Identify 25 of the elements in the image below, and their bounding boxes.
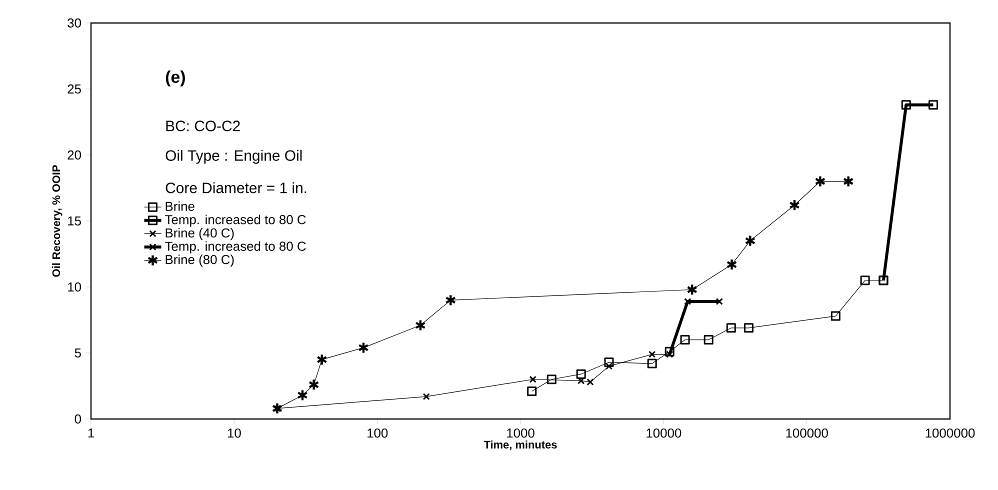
y-tick-label: 10 [68, 282, 82, 292]
y-tick-label: 15 [68, 216, 81, 226]
legend-label: Brine (80 C) [166, 254, 234, 267]
x-tick-label: 1000 [507, 428, 534, 438]
x-axis-title: Time, minutes [484, 440, 557, 450]
y-tick-label: 0 [74, 414, 82, 424]
y-axis-title: Oil Recovery, % OOIP [52, 165, 62, 277]
y-tick-label: 5 [74, 348, 81, 358]
x-tick-label: 100 [368, 428, 388, 438]
x-tick-label: 1 [88, 428, 94, 438]
annotation: BC: CO-C2 [166, 120, 240, 132]
x-tick-label: 100000 [786, 428, 828, 438]
y-tick-label: 25 [68, 84, 81, 94]
legend-label: Brine (40 C) [166, 228, 234, 240]
annotation: Oil Type : Engine Oil [166, 150, 302, 164]
x-tick-label: 10000 [646, 428, 682, 438]
legend-label: Brine [166, 201, 194, 211]
legend-label: Temp. increased to 80 C [165, 241, 306, 254]
annotation: Core Diameter = 1 in. [166, 182, 306, 194]
y-tick-label: 20 [68, 150, 82, 160]
legend-label: Temp. increased to 80 C [165, 214, 306, 227]
x-tick-label: 10 [228, 428, 241, 438]
x-tick-label: 1000000 [926, 428, 975, 438]
y-tick-label: 30 [68, 18, 82, 28]
annotation: (e) [166, 70, 185, 86]
